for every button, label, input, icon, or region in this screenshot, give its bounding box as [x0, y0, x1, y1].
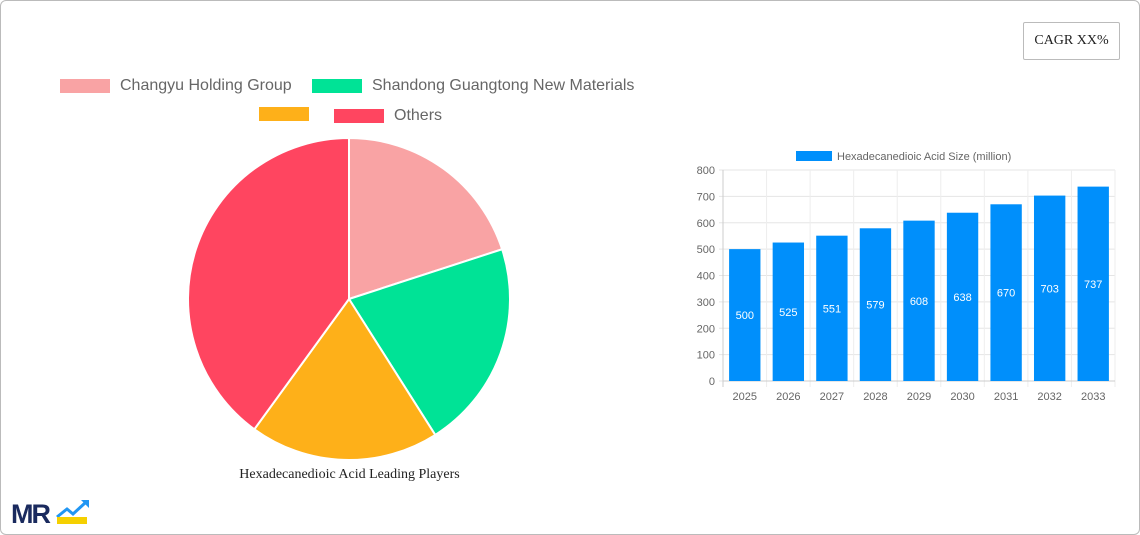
bar[interactable]: [990, 204, 1022, 381]
data-label: 579: [866, 300, 884, 312]
bar[interactable]: [946, 212, 979, 381]
svg-text:MR: MR: [11, 499, 50, 527]
pie-legend-item[interactable]: Changyu Holding Group: [60, 77, 292, 95]
legend-swatch: [334, 109, 384, 123]
y-tick-label: 700: [697, 191, 715, 203]
y-tick-label: 300: [697, 297, 715, 309]
pie-legend-item[interactable]: [259, 107, 319, 121]
data-label: 525: [779, 307, 797, 319]
bar[interactable]: [816, 235, 848, 381]
legend-label: Changyu Holding Group: [120, 77, 292, 94]
cagr-button[interactable]: CAGR XX%: [1023, 22, 1120, 60]
bar[interactable]: [772, 242, 805, 381]
y-tick-label: 800: [697, 165, 715, 177]
y-tick-label: 500: [697, 244, 715, 256]
pie-legend-item[interactable]: Shandong Guangtong New Materials: [312, 77, 634, 95]
x-tick-label: 2029: [907, 391, 931, 403]
pie-chart: [187, 136, 511, 461]
bar[interactable]: [859, 228, 892, 381]
bar[interactable]: [729, 249, 761, 381]
data-label: 608: [910, 296, 928, 308]
pie-slice[interactable]: [187, 136, 350, 431]
bar[interactable]: [1033, 195, 1066, 381]
pie-slice[interactable]: [347, 247, 511, 437]
x-tick-label: 2031: [994, 391, 1018, 403]
y-tick-label: 400: [697, 271, 715, 283]
x-tick-label: 2026: [776, 391, 800, 403]
x-tick-label: 2028: [863, 391, 887, 403]
pie-legend-item[interactable]: Others: [334, 107, 442, 125]
data-label: 638: [953, 292, 971, 304]
data-label: 500: [736, 310, 754, 322]
legend-swatch: [60, 79, 110, 93]
legend-swatch: [796, 151, 832, 161]
bar[interactable]: [1077, 186, 1109, 381]
legend-swatch: [312, 79, 362, 93]
data-label: 703: [1040, 283, 1058, 295]
pie-title: Hexadecanedioic Acid Leading Players: [239, 467, 460, 482]
bar-chart: 0 100 200 300 400 500 600 700 800 500 2025 525 2026 5…: [697, 151, 1116, 403]
legend-label: Others: [394, 107, 443, 124]
mr-forecast-logo: MR: [11, 495, 91, 529]
legend-label[interactable]: Hexadecanedioic Acid Size (million): [837, 151, 1011, 163]
y-tick-label: 0: [709, 376, 715, 388]
y-tick-label: 100: [697, 350, 715, 362]
data-label: 551: [823, 303, 841, 315]
legend-swatch: [259, 107, 309, 121]
data-label: 670: [997, 288, 1015, 300]
x-tick-label: 2033: [1081, 391, 1105, 403]
x-tick-label: 2032: [1037, 391, 1061, 403]
x-tick-label: 2025: [733, 391, 757, 403]
pie-slice[interactable]: [252, 297, 437, 461]
legend-label: Shandong Guangtong New Materials: [372, 77, 635, 94]
y-tick-label: 200: [697, 323, 715, 335]
data-label: 737: [1084, 279, 1102, 291]
logo-icon: MR: [11, 499, 89, 529]
bar[interactable]: [903, 220, 935, 381]
pie-slice[interactable]: [348, 136, 504, 301]
x-tick-label: 2027: [820, 391, 844, 403]
y-tick-label: 600: [697, 218, 715, 230]
x-tick-label: 2030: [950, 391, 974, 403]
